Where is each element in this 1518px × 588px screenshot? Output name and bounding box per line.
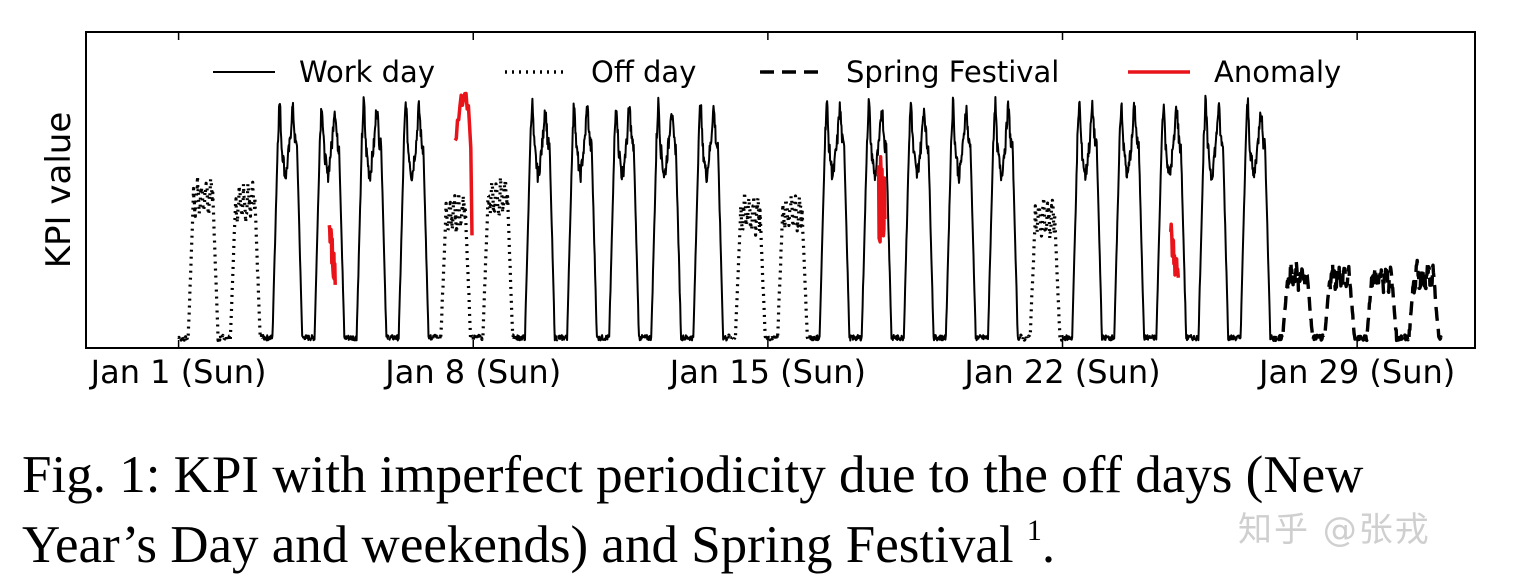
series-off-day-7 — [471, 175, 517, 342]
figure-caption: Fig. 1: KPI with imperfect periodicity d… — [22, 440, 1502, 580]
watermark: 知乎 @张戎 — [1238, 510, 1431, 550]
series-festival-day-28 — [1355, 265, 1401, 343]
series-work-day-11 — [640, 96, 685, 342]
series-work-day-18 — [935, 96, 980, 342]
series-work-day-12 — [682, 104, 727, 342]
series-work-day-9 — [556, 102, 601, 342]
series-work-day-2 — [261, 101, 306, 342]
series-work-day-15 — [809, 100, 854, 342]
anomaly-segment-3 — [1168, 222, 1181, 278]
series-work-day-25 — [1230, 97, 1274, 342]
footnote-mark: 1 — [1026, 514, 1042, 547]
series-work-day-23 — [1145, 103, 1190, 342]
series-festival-day-27 — [1313, 261, 1359, 342]
legend-label-3: Anomaly — [1214, 55, 1341, 89]
x-tick-label-2: Jan 15 (Sun) — [668, 353, 866, 391]
series-off-day-1 — [219, 180, 265, 342]
caption-line-1: Fig. 1: KPI with imperfect periodicity d… — [22, 446, 1364, 504]
series-work-day-21 — [1061, 99, 1106, 342]
caption-line-2: Year’s Day and weekends) and Spring Fest… — [22, 510, 1502, 580]
series-work-day-5 — [388, 100, 433, 342]
series-work-day-10 — [598, 106, 643, 342]
legend-label-1: Off day — [591, 55, 696, 89]
series-work-day-24 — [1187, 94, 1232, 342]
series-off-day-20 — [1019, 196, 1065, 342]
anomaly-segment-2 — [876, 154, 887, 244]
plot-frame — [85, 31, 1476, 349]
series-work-day-22 — [1103, 101, 1148, 342]
series-off-day-14 — [766, 194, 812, 342]
x-tick-label-4: Jan 29 (Sun) — [1257, 353, 1455, 391]
series-work-day-3 — [303, 107, 348, 342]
series-festival-day-29 — [1397, 258, 1443, 342]
series-work-day-8 — [514, 97, 559, 342]
caption-line-2-text: Year’s Day and weekends) and Spring Fest… — [22, 516, 1014, 574]
x-tick-label-1: Jan 8 (Sun) — [383, 353, 561, 391]
anomaly-segment-1 — [453, 91, 474, 236]
series-work-day-19 — [977, 96, 1022, 341]
caption-end: . — [1041, 516, 1056, 574]
series-off-day-13 — [724, 190, 770, 342]
series-work-day-17 — [893, 101, 938, 342]
series-work-day-4 — [346, 96, 390, 342]
y-axis-label: KPI value — [39, 112, 79, 269]
anomaly-segment-0 — [327, 225, 337, 285]
x-tick-label-3: Jan 22 (Sun) — [962, 353, 1160, 391]
x-tick-label-0: Jan 1 (Sun) — [89, 353, 267, 391]
series-off-day-0 — [177, 174, 223, 342]
x-axis: Jan 1 (Sun) Jan 8 (Sun) Jan 15 (Sun) Jan 22… — [89, 32, 1455, 391]
legend-label-2: Spring Festival — [846, 55, 1059, 89]
series-festival-day-26 — [1271, 259, 1317, 342]
kpi-line-chart: Jan 1 (Sun) Jan 8 (Sun) Jan 15 (Sun) Jan 22… — [39, 31, 1476, 391]
legend: Work day Off day Spring Festival Anomaly — [213, 55, 1341, 89]
series-off-day-6 — [429, 191, 475, 342]
legend-label-0: Work day — [299, 55, 435, 89]
series-layer — [177, 91, 1443, 343]
series-work-day-16 — [851, 98, 896, 342]
